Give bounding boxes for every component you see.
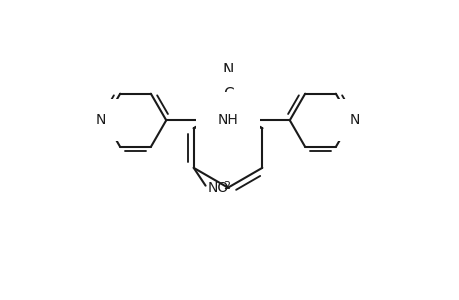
Text: N: N	[95, 113, 106, 127]
Text: N: N	[349, 113, 359, 127]
Text: 2: 2	[223, 181, 230, 191]
Text: NH: NH	[218, 113, 238, 127]
Text: NH: NH	[217, 113, 237, 127]
Text: NO: NO	[207, 181, 228, 195]
Text: C: C	[222, 87, 233, 102]
Text: N: N	[222, 63, 233, 78]
